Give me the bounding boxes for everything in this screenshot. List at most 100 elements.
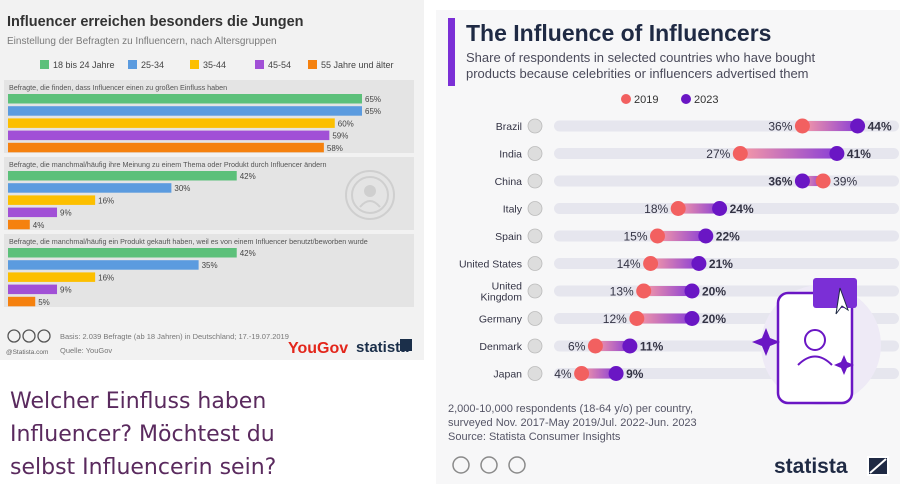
bar-value-label: 9% (60, 286, 72, 295)
legend-label: 45-54 (268, 60, 291, 70)
statista-logo-left: statista (356, 339, 409, 356)
yougov-logo: YouGov (288, 340, 348, 357)
flag-icon (527, 366, 543, 381)
dumbbell-bar (636, 313, 692, 324)
point-2023 (794, 173, 810, 189)
country-row: United States 14% 21% (459, 256, 899, 271)
point-2019 (794, 118, 810, 134)
flag-icon (527, 338, 543, 354)
statista-mark-right (867, 456, 889, 476)
value-label: 15% (623, 230, 647, 244)
point-2019 (650, 228, 665, 244)
country-row: Spain 15% 22% (495, 228, 899, 244)
point-2023 (829, 146, 845, 161)
dumbbell-bar (678, 203, 720, 214)
legend-2023-label: 2023 (694, 94, 718, 106)
group-label: Befragte, die manchmal/häufig ein Produk… (9, 237, 368, 246)
legend-swatch (308, 60, 317, 69)
value-label: 36% (768, 175, 792, 189)
bar-value-label: 65% (365, 95, 381, 104)
point-2023 (622, 338, 638, 354)
bar-value-label: 5% (38, 298, 50, 307)
bar-value-label: 58% (327, 144, 343, 153)
flag-icon (527, 311, 543, 326)
point-2023 (684, 283, 700, 299)
bar-value-label: 42% (240, 249, 256, 258)
country-label: United (492, 281, 523, 293)
country-label: India (499, 149, 522, 161)
legend-label: 55 Jahre und älter (321, 60, 394, 70)
legend-2019-dot (621, 94, 631, 104)
country-label: Germany (479, 314, 523, 326)
bar (8, 118, 335, 128)
caption-line-2: Influencer? Möchtest du (10, 422, 275, 447)
right-footnote-1: 2,000-10,000 respondents (18-64 y/o) per… (448, 403, 693, 415)
group-label: Befragte, die finden, dass Influencer ei… (9, 83, 227, 92)
flag-icon (527, 256, 543, 271)
caption-line-1: Welcher Einfluss haben (10, 389, 267, 414)
country-label: Japan (493, 369, 522, 381)
bar-value-label: 4% (33, 221, 45, 230)
value-label: 39% (833, 175, 857, 189)
country-row: Brazil 36% 44% (496, 118, 899, 134)
dumbbell-bar (581, 368, 617, 379)
value-label: 12% (603, 312, 627, 326)
legend-swatch (190, 60, 199, 69)
country-row: India 27% 41% (499, 146, 899, 161)
legend-label: 25-34 (141, 60, 164, 70)
point-2019 (629, 311, 645, 326)
dumbbell-bar (802, 176, 824, 186)
value-label: 44% (868, 120, 892, 134)
value-label: 13% (610, 285, 634, 299)
left-source: Quelle: YouGov (60, 346, 112, 355)
country-row: Italy 18% 24% (503, 201, 899, 216)
value-label: 20% (702, 312, 726, 326)
dumbbell-chart: The Influence of Influencers Share of re… (448, 18, 899, 478)
question-caption: Welcher Einfluss haben Influencer? Möcht… (10, 385, 420, 484)
dumbbell-bar (643, 286, 692, 296)
country-label: China (495, 176, 523, 188)
point-2023 (712, 201, 728, 216)
legend-2019-label: 2019 (634, 94, 658, 106)
title-accent-bar (448, 18, 455, 86)
german-infographic-panel: Influencer erreichen besonders die Junge… (0, 0, 424, 360)
point-2019 (587, 338, 603, 354)
german-bar-chart: Influencer erreichen besonders die Junge… (4, 14, 414, 357)
statista-logo-right: statista (774, 455, 848, 478)
legend-swatch (255, 60, 264, 69)
caption-line-3: selbst Influencerin sein? (10, 455, 277, 480)
legend-swatch (128, 60, 137, 69)
point-2019 (732, 146, 748, 161)
value-label: 27% (706, 147, 730, 161)
group-label: Befragte, die manchmal/häufig ihre Meinu… (9, 160, 327, 169)
legend-2023-dot (681, 94, 691, 104)
flag-icon (527, 173, 543, 189)
value-label: 41% (847, 147, 871, 161)
value-label: 24% (730, 202, 754, 216)
bar-value-label: 9% (60, 209, 72, 218)
right-source: Source: Statista Consumer Insights (448, 431, 621, 443)
influencer-phone-illustration (752, 278, 881, 405)
point-2023 (608, 366, 624, 381)
point-2023 (691, 256, 707, 271)
user-badge-icon (345, 170, 395, 220)
bar-value-label: 65% (365, 107, 381, 116)
bar-value-label: 59% (332, 132, 348, 141)
flag-icon (527, 118, 543, 134)
point-2023 (850, 118, 866, 134)
value-label: 9% (626, 367, 644, 381)
track (554, 230, 899, 242)
bar-value-label: 60% (338, 119, 354, 128)
influencers-infographic-panel: The Influence of Influencers Share of re… (436, 10, 900, 484)
left-copyright: @Statista.com (6, 349, 48, 356)
dumbbell-bar (657, 231, 706, 241)
value-label: 18% (644, 202, 668, 216)
left-source-note: Basis: 2.039 Befragte (ab 18 Jahren) in … (60, 332, 289, 341)
dumbbell-bar (802, 121, 858, 131)
value-label: 6% (568, 340, 586, 354)
left-chart-subtitle: Einstellung der Befragten zu Influencern… (7, 36, 277, 47)
cc-license-icons-right (452, 456, 526, 474)
group-background (4, 234, 414, 307)
bar (8, 219, 30, 230)
legend-label: 18 bis 24 Jahre (53, 60, 115, 70)
